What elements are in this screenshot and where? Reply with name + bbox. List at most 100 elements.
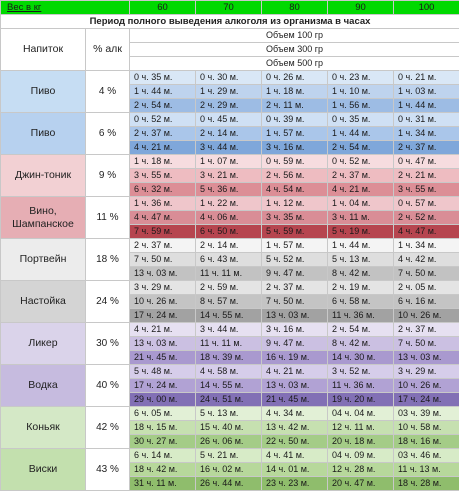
time-cell: 12 ч. 11 м. — [328, 421, 394, 435]
time-cell: 0 ч. 57 м. — [394, 197, 459, 211]
time-cell: 2 ч. 05 м. — [394, 281, 459, 295]
time-cell: 1 ч. 57 м. — [262, 239, 328, 253]
time-cell: 5 ч. 59 м. — [262, 225, 328, 239]
time-cell: 8 ч. 57 м. — [196, 295, 262, 309]
time-cell: 6 ч. 58 м. — [328, 295, 394, 309]
time-cell: 13 ч. 03 м. — [262, 309, 328, 323]
time-cell: 2 ч. 37 м. — [394, 141, 459, 155]
drink-percent: 43 % — [86, 449, 130, 491]
time-cell: 5 ч. 13 м. — [328, 253, 394, 267]
time-cell: 7 ч. 50 м. — [394, 337, 459, 351]
time-cell: 5 ч. 48 м. — [130, 365, 196, 379]
drink-name: Пиво — [1, 71, 86, 113]
time-cell: 9 ч. 47 м. — [262, 337, 328, 351]
weight-100: 100 — [394, 1, 459, 15]
time-cell: 2 ч. 14 м. — [196, 127, 262, 141]
time-cell: 4 ч. 06 м. — [196, 211, 262, 225]
time-cell: 26 ч. 06 м. — [196, 435, 262, 449]
time-cell: 13 ч. 42 м. — [262, 421, 328, 435]
time-cell: 4 ч. 21 м. — [262, 365, 328, 379]
period-title-row: Период полного выведения алкоголя из орг… — [1, 15, 459, 29]
time-cell: 2 ч. 37 м. — [328, 169, 394, 183]
time-cell: 11 ч. 36 м. — [328, 309, 394, 323]
drink-percent: 6 % — [86, 113, 130, 155]
time-cell: 13 ч. 03 м. — [394, 351, 459, 365]
time-cell: 10 ч. 26 м. — [394, 309, 459, 323]
time-cell: 3 ч. 29 м. — [130, 281, 196, 295]
time-cell: 18 ч. 28 м. — [394, 477, 459, 491]
time-cell: 1 ч. 57 м. — [262, 127, 328, 141]
drink-percent: 9 % — [86, 155, 130, 197]
time-cell: 22 ч. 50 м. — [262, 435, 328, 449]
time-cell: 9 ч. 47 м. — [262, 267, 328, 281]
time-cell: 4 ч. 47 м. — [394, 225, 459, 239]
time-cell: 30 ч. 27 м. — [130, 435, 196, 449]
time-cell: 10 ч. 58 м. — [394, 421, 459, 435]
time-cell: 2 ч. 54 м. — [328, 323, 394, 337]
time-cell: 13 ч. 03 м. — [130, 337, 196, 351]
time-cell: 1 ч. 44 м. — [328, 239, 394, 253]
time-cell: 4 ч. 21 м. — [130, 323, 196, 337]
time-cell: 17 ч. 24 м. — [130, 309, 196, 323]
drink-name: Пиво — [1, 113, 86, 155]
time-cell: 1 ч. 07 м. — [196, 155, 262, 169]
time-cell: 3 ч. 44 м. — [196, 141, 262, 155]
time-cell: 2 ч. 56 м. — [262, 169, 328, 183]
time-cell: 14 ч. 55 м. — [196, 309, 262, 323]
time-cell: 03 ч. 39 м. — [394, 407, 459, 421]
time-cell: 0 ч. 52 м. — [328, 155, 394, 169]
time-cell: 1 ч. 29 м. — [196, 85, 262, 99]
time-cell: 11 ч. 11 м. — [196, 337, 262, 351]
time-cell: 3 ч. 44 м. — [196, 323, 262, 337]
time-cell: 31 ч. 11 м. — [130, 477, 196, 491]
drink-name: Джин-тоник — [1, 155, 86, 197]
time-cell: 2 ч. 14 м. — [196, 239, 262, 253]
time-cell: 3 ч. 55 м. — [394, 183, 459, 197]
time-cell: 0 ч. 39 м. — [262, 113, 328, 127]
time-cell: 18 ч. 42 м. — [130, 463, 196, 477]
time-cell: 29 ч. 00 м. — [130, 393, 196, 407]
weight-label-cell: Вес в кг — [1, 1, 130, 15]
time-cell: 1 ч. 22 м. — [196, 197, 262, 211]
time-cell: 2 ч. 21 м. — [394, 169, 459, 183]
time-cell: 04 ч. 09 м. — [328, 449, 394, 463]
time-cell: 2 ч. 37 м. — [394, 323, 459, 337]
time-cell: 3 ч. 16 м. — [262, 141, 328, 155]
volume-500-label: Объем 500 гр — [130, 57, 459, 71]
time-cell: 0 ч. 52 м. — [130, 113, 196, 127]
time-cell: 4 ч. 41 м. — [262, 449, 328, 463]
time-cell: 17 ч. 24 м. — [394, 393, 459, 407]
time-cell: 0 ч. 31 м. — [394, 113, 459, 127]
time-cell: 1 ч. 56 м. — [328, 99, 394, 113]
time-cell: 10 ч. 26 м. — [394, 379, 459, 393]
drink-percent: 40 % — [86, 365, 130, 407]
time-cell: 2 ч. 19 м. — [328, 281, 394, 295]
time-cell: 4 ч. 47 м. — [130, 211, 196, 225]
time-cell: 2 ч. 54 м. — [130, 99, 196, 113]
percent-column-header: % алк — [86, 29, 130, 71]
drink-percent: 42 % — [86, 407, 130, 449]
time-cell: 1 ч. 44 м. — [394, 99, 459, 113]
time-cell: 3 ч. 52 м. — [328, 365, 394, 379]
drink-name: Виски — [1, 449, 86, 491]
weight-header-row: Вес в кг 60 70 80 90 100 — [1, 1, 459, 15]
period-title: Период полного выведения алкоголя из орг… — [1, 15, 459, 29]
time-cell: 23 ч. 23 м. — [262, 477, 328, 491]
time-cell: 1 ч. 10 м. — [328, 85, 394, 99]
drink-name: Вино, Шампанское — [1, 197, 86, 239]
drink-percent: 24 % — [86, 281, 130, 323]
volume-100-label: Объем 100 гр — [130, 29, 459, 43]
volume-300-label: Объем 300 гр — [130, 43, 459, 57]
time-cell: 3 ч. 11 м. — [328, 211, 394, 225]
time-cell: 15 ч. 40 м. — [196, 421, 262, 435]
time-cell: 1 ч. 36 м. — [130, 197, 196, 211]
time-cell: 4 ч. 58 м. — [196, 365, 262, 379]
time-cell: 5 ч. 36 м. — [196, 183, 262, 197]
